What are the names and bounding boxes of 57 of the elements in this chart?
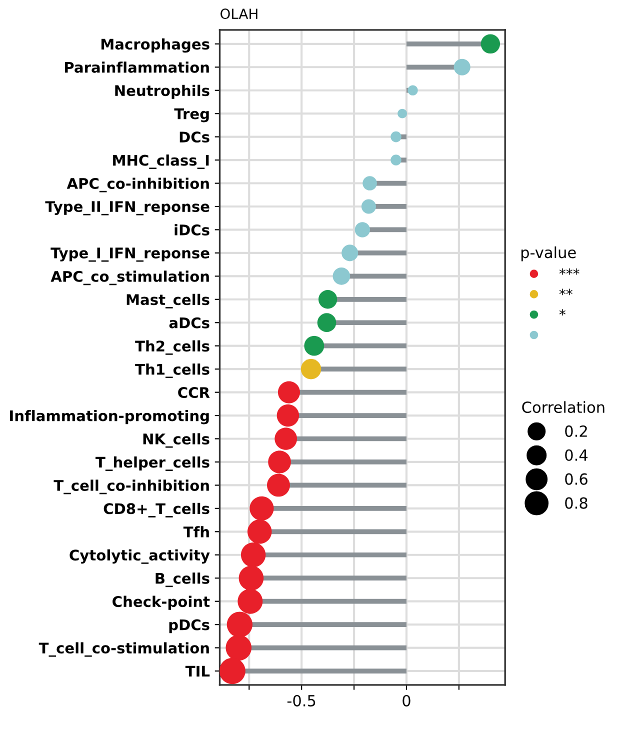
x-tick-label: 0	[402, 694, 410, 706]
point	[317, 313, 336, 332]
y-tick-label: DCs	[180, 132, 210, 143]
point	[250, 496, 274, 520]
y-tick-label: MHC_class_I	[113, 154, 209, 170]
legend-label: ***	[559, 268, 580, 275]
y-tick-label: T_helper_cells	[96, 456, 210, 471]
y-tick-label: APC_co_stimulation	[50, 270, 209, 286]
point	[238, 588, 263, 614]
y-tick-label: Cytolytic_activity	[70, 549, 210, 564]
y-tick-label: T_cell_co-stimulation	[38, 642, 209, 657]
point	[361, 199, 376, 214]
y-tick-label: iDCs	[174, 224, 210, 236]
legend-title: p-value	[521, 246, 576, 262]
y-tick-label: Inflammation-promoting	[10, 410, 209, 424]
y-tick-label: pDCs	[169, 619, 210, 634]
legend-label: **	[559, 288, 572, 296]
y-tick-label: aDCs	[169, 317, 210, 328]
y-tick-label: CD8+_T_cells	[104, 502, 210, 518]
point	[267, 474, 290, 497]
y-tick-label: Type_II_IFN_reponse	[45, 201, 210, 216]
y-tick-label: Macrophages	[101, 38, 210, 53]
text: Correlation	[522, 401, 604, 414]
point	[247, 520, 272, 544]
y-tick-label: Tfh	[183, 526, 209, 538]
legend-label: *	[559, 309, 566, 316]
point	[240, 542, 266, 568]
text: 0.2	[565, 425, 587, 437]
y-tick-label: CCR	[178, 387, 210, 398]
y-tick-label: Th1_cells	[135, 364, 210, 378]
y-tick-label: APC_co-inhibition	[66, 178, 209, 192]
point	[268, 450, 291, 474]
text: 0.8	[565, 497, 588, 509]
text: 0.6	[565, 473, 588, 485]
y-tick-label: T_cell_co-inhibition	[54, 480, 209, 494]
y-tick-label: Treg	[174, 108, 209, 122]
point	[318, 290, 338, 309]
x-tick-label: -0.5	[287, 694, 316, 706]
point	[354, 222, 370, 238]
y-tick-label: Mast_cells	[126, 294, 210, 308]
point	[276, 404, 300, 427]
point	[304, 336, 324, 356]
y-tick-label: Neutrophils	[115, 84, 210, 99]
point	[480, 34, 500, 54]
y-tick-label: B_cells	[156, 572, 210, 588]
chart-title: OLAH	[220, 8, 258, 20]
y-tick-label: Parainflammation	[65, 62, 209, 73]
point	[238, 566, 264, 591]
text: 0.4	[565, 449, 588, 461]
y-tick-label: Th2_cells	[135, 340, 210, 355]
point	[226, 612, 252, 638]
y-tick-label: NK_cells	[143, 433, 210, 448]
y-tick-label: TIL	[185, 666, 210, 677]
y-tick-label: Type_I_IFN_reponse	[50, 248, 210, 262]
point	[300, 358, 322, 380]
y-tick-label: Check-point	[112, 596, 210, 610]
point	[362, 176, 377, 190]
